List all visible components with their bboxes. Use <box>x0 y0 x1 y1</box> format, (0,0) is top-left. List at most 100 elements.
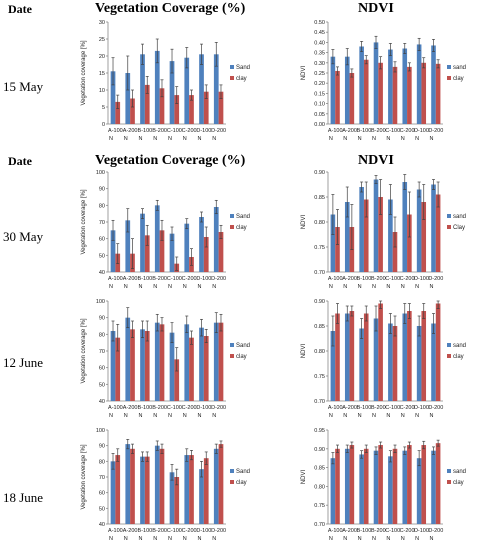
bar-clay-d-200n <box>218 444 224 524</box>
y-tick-label: 0.10 <box>314 102 325 108</box>
y-tick-label: 0.25 <box>314 71 325 77</box>
bar-clay-b-100n <box>363 199 369 272</box>
bar-sand-b-100n <box>140 213 145 272</box>
bar-sand-b-100n <box>140 456 145 524</box>
y-tick-label: 40 <box>99 270 105 276</box>
bar-sand-d-100n <box>199 54 204 124</box>
bar-clay-d-200n <box>435 443 441 524</box>
x-tick-label-suffix: N <box>183 284 187 290</box>
bar-sand-c-200n <box>184 455 190 524</box>
y-tick-label: 80 <box>99 459 105 465</box>
y-tick-label: 0.80 <box>314 220 325 226</box>
bar-clay-a-100n <box>335 227 340 272</box>
x-tick-label: C-200 <box>182 528 197 534</box>
y-tick-label: 0.85 <box>314 324 325 330</box>
x-tick-label: A-100 <box>328 405 343 411</box>
ndvi-title-1: NDVI <box>358 1 394 16</box>
y-tick-label: 0.90 <box>314 299 325 305</box>
x-tick-label-suffix: N <box>212 413 216 419</box>
row-label-12-june: 12 June <box>3 355 44 370</box>
bar-sand-c-100n <box>388 199 393 272</box>
bar-clay-a-200n <box>130 448 135 524</box>
x-tick-label: B-200 <box>152 128 167 134</box>
y-tick-label: 0.75 <box>314 245 325 251</box>
bar-clay-b-200n <box>159 448 165 524</box>
bar-clay-a-200n <box>130 98 135 124</box>
y-tick-label: 60 <box>99 491 105 497</box>
bar-clay-a-100n <box>335 70 340 124</box>
legend-label-sand: sand <box>453 214 466 220</box>
x-tick-label: B-100 <box>357 276 372 282</box>
bar-clay-b-100n <box>144 84 150 124</box>
x-tick-label-suffix: N <box>415 136 419 142</box>
x-tick-label: A-200 <box>342 128 357 134</box>
x-tick-label: B-100 <box>138 528 153 534</box>
x-tick-label-suffix: N <box>168 536 172 542</box>
x-tick-label-suffix: N <box>430 536 434 542</box>
y-tick-label: 0.75 <box>314 374 325 380</box>
legend-swatch-clay <box>230 354 234 358</box>
x-tick-label-suffix: N <box>343 413 347 419</box>
bar-sand-d-100n <box>199 469 204 524</box>
bar-clay-c-100n <box>174 477 180 524</box>
date-header-2: Date <box>8 154 32 168</box>
x-tick-label: C-200 <box>182 128 197 134</box>
bar-clay-c-200n <box>189 455 194 524</box>
x-tick-label-suffix: N <box>372 413 376 419</box>
bar-sand-d-100n <box>199 327 204 401</box>
vegetation-chart-30-may: 40 50 60 70 80 90 100 Vegetation coverage [%] A-… <box>81 170 250 290</box>
x-tick-label-suffix: N <box>329 284 333 290</box>
x-tick-label-suffix: N <box>358 413 362 419</box>
y-tick-label: 0.90 <box>314 447 325 453</box>
x-tick-label-suffix: N <box>212 136 216 142</box>
y-tick-label: 5 <box>102 105 105 111</box>
bar-clay-d-100n <box>203 336 209 401</box>
bar-clay-d-100n <box>203 458 209 524</box>
x-tick-label-suffix: N <box>372 136 376 142</box>
x-tick-label: C-100 <box>385 276 400 282</box>
y-tick-label: 40 <box>99 522 105 528</box>
bar-clay-d-200n <box>435 303 441 401</box>
bar-sand-c-100n <box>388 49 393 124</box>
y-axis-label: Vegetation coverage [%] <box>81 444 87 509</box>
y-tick-label: 0.75 <box>314 503 325 509</box>
x-tick-label-suffix: N <box>153 413 157 419</box>
bar-sand-a-200n <box>125 73 131 124</box>
y-axis-label: NDVI <box>301 344 307 359</box>
x-tick-label: D-200 <box>428 405 443 411</box>
legend-label-sand: sand <box>453 469 466 475</box>
y-tick-label: 0.85 <box>314 466 325 472</box>
bar-clay-c-100n <box>392 448 398 524</box>
x-tick-label: B-200 <box>152 276 167 282</box>
bar-clay-b-200n <box>378 197 383 272</box>
y-tick-label: 0.80 <box>314 349 325 355</box>
bar-clay-b-200n <box>159 230 165 272</box>
x-tick-label: C-200 <box>182 405 197 411</box>
x-tick-label-suffix: N <box>124 413 128 419</box>
y-tick-label: 0.70 <box>314 522 325 528</box>
x-tick-label-suffix: N <box>372 284 376 290</box>
bar-sand-b-200n <box>154 50 160 124</box>
x-tick-label: C-200 <box>400 528 415 534</box>
bar-sand-c-100n <box>169 233 175 272</box>
x-tick-label: A-200 <box>342 276 357 282</box>
bar-clay-b-100n <box>363 313 369 401</box>
x-tick-label: A-200 <box>342 405 357 411</box>
ndvi-title-2: NDVI <box>358 153 394 168</box>
bar-sand-a-200n <box>125 444 131 524</box>
legend-label-clay: clay <box>236 354 247 360</box>
bar-clay-d-200n <box>218 232 224 272</box>
x-tick-label: B-200 <box>371 276 386 282</box>
x-tick-label: D-100 <box>414 528 429 534</box>
y-tick-label: 25 <box>99 37 105 43</box>
bar-clay-b-100n <box>363 59 369 124</box>
bar-clay-d-200n <box>435 194 441 272</box>
x-tick-label-suffix: N <box>430 136 434 142</box>
bar-clay-c-100n <box>392 232 398 272</box>
x-tick-label-suffix: N <box>329 136 333 142</box>
bar-sand-d-200n <box>213 54 219 124</box>
x-tick-label-suffix: N <box>430 413 434 419</box>
bar-sand-d-200n <box>213 207 219 272</box>
vegetation-title-1: Vegetation Coverage (%) <box>95 1 246 16</box>
ndvi-chart-18-june: 0.700.750.800.850.900.95NDVIA-100NA-200N… <box>301 428 466 542</box>
